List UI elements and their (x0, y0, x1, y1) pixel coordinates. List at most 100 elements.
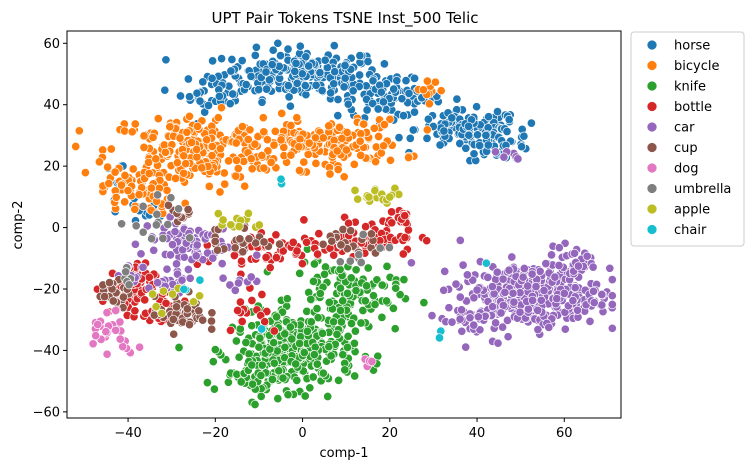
point-cup (149, 310, 159, 320)
point-bicycle (318, 133, 328, 143)
point-horse (404, 88, 414, 98)
point-bottle (387, 207, 397, 217)
point-bicycle (436, 86, 446, 96)
point-car (451, 279, 461, 289)
point-cup (169, 329, 179, 339)
point-bicycle (430, 77, 440, 87)
point-car (444, 303, 454, 313)
point-chair (434, 333, 445, 343)
point-knife (363, 263, 373, 273)
point-car (607, 275, 617, 285)
point-umbrella (147, 234, 157, 244)
point-horse (339, 82, 349, 92)
point-car (493, 338, 503, 348)
point-bicycle (422, 76, 432, 86)
point-apple (195, 291, 205, 301)
point-car (533, 325, 543, 335)
point-bicycle (204, 181, 214, 191)
point-horse (198, 77, 208, 87)
point-apple (213, 209, 223, 219)
point-bicycle (179, 151, 189, 161)
point-bottle (257, 289, 267, 300)
legend-marker-bicycle (646, 60, 658, 71)
point-horse (208, 56, 218, 66)
point-horse (262, 84, 272, 94)
point-knife (236, 377, 246, 387)
point-cup (207, 308, 217, 318)
point-knife (269, 358, 279, 368)
point-bottle (422, 236, 432, 246)
point-car (546, 250, 557, 260)
point-dog (102, 308, 112, 318)
point-apple (158, 286, 169, 296)
point-horse (447, 113, 457, 123)
point-chair (481, 258, 491, 268)
point-dog (111, 305, 121, 316)
point-knife (356, 318, 366, 328)
point-bicycle (110, 167, 120, 177)
y-tick-label: −20 (33, 283, 60, 298)
point-knife (360, 296, 370, 306)
point-bicycle (359, 119, 369, 129)
point-bicycle (148, 132, 158, 142)
point-horse (435, 140, 445, 150)
point-umbrella (345, 256, 355, 266)
point-bottle (237, 316, 247, 327)
point-bottle (225, 325, 236, 335)
chart-title: UPT Pair Tokens TSNE Inst_500 Telic (212, 9, 479, 28)
point-horse (379, 59, 389, 69)
point-knife (368, 291, 379, 301)
x-axis-label: comp-1 (320, 446, 369, 461)
legend-label-dog: dog (674, 162, 698, 177)
point-horse (410, 73, 420, 83)
point-knife (381, 296, 392, 306)
point-car (427, 311, 437, 321)
point-bicycle (259, 127, 269, 137)
point-bicycle (151, 154, 161, 164)
legend-label-apple: apple (674, 203, 710, 218)
point-car (570, 283, 580, 293)
point-car (597, 289, 607, 300)
point-horse (207, 73, 217, 83)
point-bottle (329, 250, 339, 260)
point-bottle (271, 253, 281, 263)
point-horse (311, 80, 321, 90)
point-bicycle (139, 142, 149, 152)
point-dog (367, 356, 377, 367)
point-bicycle (286, 120, 296, 131)
point-knife (302, 326, 312, 336)
point-knife (342, 288, 353, 298)
point-car (130, 239, 140, 249)
y-tick-label: 20 (43, 160, 60, 175)
point-umbrella (151, 220, 161, 230)
point-bicycle (334, 122, 345, 132)
point-knife (340, 365, 350, 375)
point-car (455, 235, 465, 245)
point-knife (335, 283, 346, 293)
point-dog (101, 327, 111, 337)
point-bicycle (356, 150, 366, 160)
point-bicycle (424, 99, 434, 109)
point-knife (350, 371, 360, 381)
point-knife (273, 394, 283, 404)
point-knife (300, 391, 310, 401)
point-horse (275, 51, 286, 61)
point-car (472, 285, 482, 295)
point-bicycle (324, 121, 334, 131)
legend-marker-umbrella (646, 183, 658, 194)
point-car (439, 285, 449, 295)
point-knife (319, 269, 330, 279)
point-bottle (265, 263, 275, 273)
point-car (518, 272, 528, 282)
y-axis: −60 −40 −20 0 20 40 60 (33, 37, 67, 420)
point-horse (254, 85, 264, 95)
point-bicycle (233, 163, 243, 174)
point-bicycle (74, 126, 84, 136)
point-cup (338, 224, 348, 235)
point-bicycle (134, 190, 144, 200)
point-umbrella (158, 233, 168, 243)
legend-marker-dog (646, 162, 658, 174)
point-bicycle (153, 114, 163, 124)
point-knife (315, 288, 325, 299)
